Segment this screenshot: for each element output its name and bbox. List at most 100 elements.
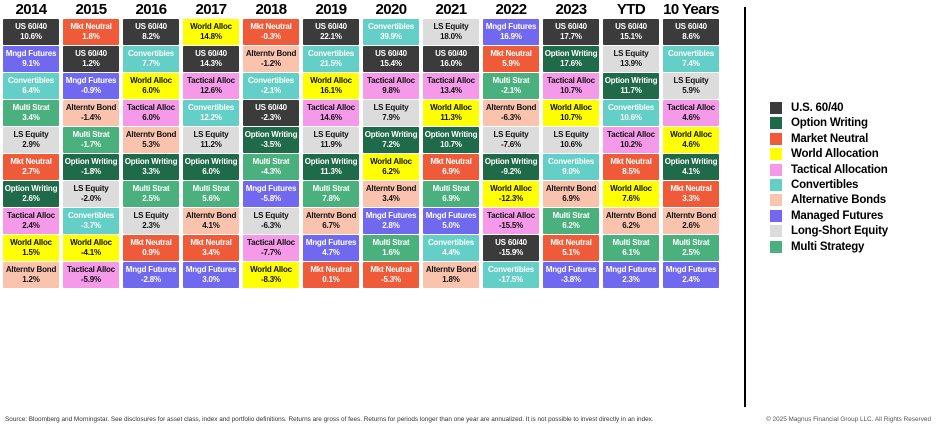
legend-item-us6040: U.S. 60/40 (770, 102, 888, 114)
cell-return-value: -1.7% (81, 140, 101, 149)
return-cell-ls-equity: LS Equity 11.9% (303, 127, 359, 153)
cell-asset-name: Option Writing (364, 130, 418, 139)
cell-return-value: 10.7% (560, 113, 582, 122)
return-cell-mkt-neutral: Mkt Neutral 5.9% (483, 46, 539, 72)
cell-return-value: 9.1% (22, 59, 40, 68)
return-cell-tactical-alloc: Tactical Alloc -5.9% (63, 262, 119, 288)
cell-return-value: 11.7% (620, 86, 642, 95)
cell-return-value: -5.9% (81, 275, 101, 284)
cell-return-value: 13.4% (440, 86, 462, 95)
return-cell-option-writing: Option Writing 2.6% (3, 181, 59, 207)
legend-swatch-convertibles (770, 178, 782, 191)
cell-return-value: 4.6% (682, 140, 700, 149)
cell-return-value: 2.4% (22, 221, 40, 230)
cell-return-value: 16.9% (500, 32, 522, 41)
cell-asset-name: World Alloc (490, 184, 532, 193)
cell-asset-name: World Alloc (190, 22, 232, 31)
return-cell-convertibles: Convertibles 7.4% (663, 46, 719, 72)
cell-asset-name: US 60/40 (375, 49, 407, 58)
return-cell-alterntv-bond: Alterntv Bond 1.8% (423, 262, 479, 288)
return-cell-us6040: US 60/40 8.2% (123, 19, 179, 45)
return-cell-option-writing: Option Writing 17.6% (543, 46, 599, 72)
legend-label: U.S. 60/40 (791, 102, 844, 114)
cell-asset-name: World Alloc (310, 76, 352, 85)
cell-asset-name: Mngd Futures (425, 211, 477, 220)
cell-asset-name: Tactical Alloc (547, 76, 595, 85)
cell-asset-name: Alterntv Bond (665, 211, 717, 220)
return-cell-world-alloc: World Alloc -4.1% (63, 235, 119, 261)
cell-asset-name: Convertibles (307, 49, 355, 58)
cell-return-value: 6.2% (622, 221, 640, 230)
legend-divider (744, 7, 746, 407)
cell-asset-name: World Alloc (430, 103, 472, 112)
return-cell-multi-strat: Multi Strat -2.1% (483, 73, 539, 99)
cell-return-value: -2.0% (81, 194, 101, 203)
return-cell-convertibles: Convertibles 21.5% (303, 46, 359, 72)
return-cell-option-writing: Option Writing 4.1% (663, 154, 719, 180)
year-column-2015: 2015 Mkt Neutral 1.8% US 60/40 1.2% Mngd Futu… (63, 2, 119, 288)
cell-return-value: 6.0% (202, 167, 220, 176)
cell-asset-name: Option Writing (604, 76, 658, 85)
cell-asset-name: Mkt Neutral (550, 238, 592, 247)
return-cell-multi-strat: Multi Strat 2.5% (123, 181, 179, 207)
cell-asset-name: Alterntv Bond (65, 103, 117, 112)
cell-return-value: 2.6% (22, 194, 40, 203)
cell-return-value: 7.2% (382, 140, 400, 149)
column-header: 2021 (435, 1, 468, 18)
legend-item-multi-strat: Multi Strategy (770, 240, 888, 253)
cell-return-value: 15.4% (380, 59, 402, 68)
year-column-ytd: YTD US 60/40 15.1% LS Equity 13.9% Option Wri… (603, 2, 659, 288)
year-column-2016: 2016 US 60/40 8.2% Convertibles 7.7% World Al… (123, 2, 179, 288)
returns-table: 2014 US 60/40 10.6% Mngd Futures 9.1% Convert… (3, 1, 720, 288)
return-cell-mkt-neutral: Mkt Neutral 5.1% (543, 235, 599, 261)
cell-return-value: 1.8% (442, 275, 460, 284)
cell-return-value: 2.6% (682, 221, 700, 230)
legend-swatch-mngd-futures (770, 209, 782, 222)
legend-swatch-tactical-alloc (770, 163, 782, 176)
return-cell-convertibles: Convertibles 39.9% (363, 19, 419, 45)
cell-return-value: 5.3% (142, 140, 160, 149)
cell-asset-name: Multi Strat (372, 238, 410, 247)
cell-asset-name: Option Writing (244, 130, 298, 139)
cell-asset-name: US 60/40 (195, 49, 227, 58)
cell-asset-name: Option Writing (124, 157, 178, 166)
return-cell-option-writing: Option Writing 11.7% (603, 73, 659, 99)
cell-return-value: 21.5% (320, 59, 342, 68)
cell-asset-name: Multi Strat (672, 238, 710, 247)
return-cell-multi-strat: Multi Strat 3.4% (3, 100, 59, 126)
cell-asset-name: Mkt Neutral (130, 238, 172, 247)
cell-return-value: 10.7% (560, 86, 582, 95)
cell-asset-name: Tactical Alloc (607, 130, 655, 139)
cell-asset-name: Option Writing (664, 157, 718, 166)
cell-asset-name: LS Equity (493, 130, 529, 139)
legend-item-tactical-alloc: Tactical Allocation (770, 163, 888, 176)
cell-return-value: -4.1% (81, 248, 101, 257)
return-cell-mkt-neutral: Mkt Neutral 6.9% (423, 154, 479, 180)
cell-return-value: 6.1% (622, 248, 640, 257)
cell-asset-name: Multi Strat (252, 157, 290, 166)
legend-swatch-world-alloc (770, 148, 782, 161)
return-cell-alterntv-bond: Alterntv Bond 6.2% (603, 208, 659, 234)
cell-return-value: 9.0% (562, 167, 580, 176)
cell-asset-name: Convertibles (367, 22, 415, 31)
cell-asset-name: US 60/40 (435, 49, 467, 58)
return-cell-option-writing: Option Writing -3.5% (243, 127, 299, 153)
return-cell-world-alloc: World Alloc 7.6% (603, 181, 659, 207)
cell-return-value: 6.9% (562, 194, 580, 203)
cell-asset-name: Mkt Neutral (70, 22, 112, 31)
return-cell-us6040: US 60/40 15.4% (363, 46, 419, 72)
return-cell-world-alloc: World Alloc 11.3% (423, 100, 479, 126)
cell-asset-name: Multi Strat (132, 184, 170, 193)
return-cell-world-alloc: World Alloc -8.3% (243, 262, 299, 288)
return-cell-us6040: US 60/40 16.0% (423, 46, 479, 72)
year-column-2019: 2019 US 60/40 22.1% Convertibles 21.5% World … (303, 2, 359, 288)
cell-asset-name: Convertibles (247, 76, 295, 85)
cell-asset-name: Option Writing (544, 49, 598, 58)
cell-asset-name: Convertibles (487, 265, 535, 274)
cell-return-value: 22.1% (320, 32, 342, 41)
return-cell-ls-equity: LS Equity 11.2% (183, 127, 239, 153)
cell-asset-name: Mngd Futures (485, 22, 537, 31)
return-cell-multi-strat: Multi Strat -1.7% (63, 127, 119, 153)
cell-return-value: 11.9% (320, 140, 342, 149)
cell-asset-name: Mngd Futures (5, 49, 57, 58)
